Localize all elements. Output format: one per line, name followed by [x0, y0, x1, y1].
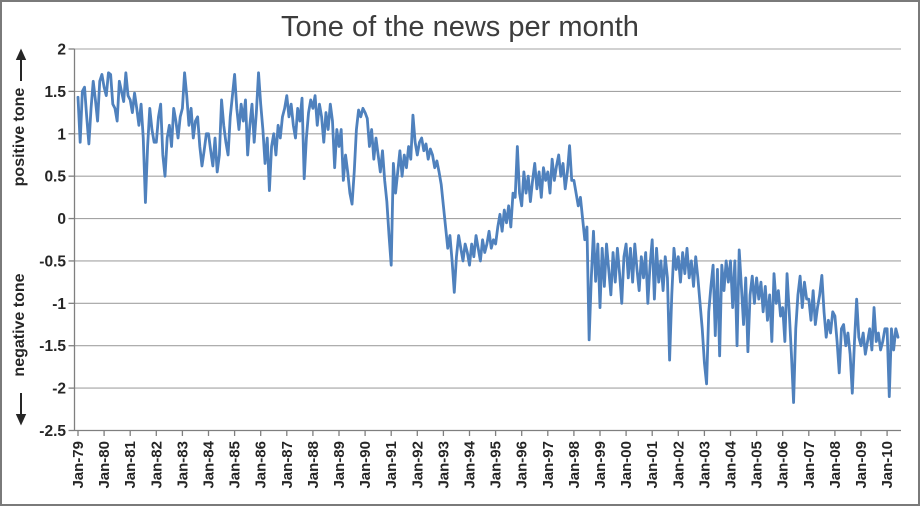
x-tick-label: Jan-80 [96, 441, 113, 489]
x-tick-label: Jan-99 [592, 441, 609, 489]
x-tick-label: Jan-09 [853, 441, 870, 489]
x-tick-label: Jan-04 [723, 440, 740, 488]
x-tick-labels: Jan-79 Jan-80 Jan-81 Jan-82 Jan-83 Jan-84 Jan-… [70, 440, 896, 488]
up-arrow-icon [15, 48, 27, 81]
x-tick-label: Jan-00 [618, 441, 635, 489]
x-tick-label: Jan-93 [435, 441, 452, 489]
x-tick-label: Jan-79 [70, 441, 87, 489]
y-tick-label: 2 [57, 42, 66, 59]
y-tick-label: 0.5 [44, 169, 66, 186]
x-tick-label: Jan-07 [801, 441, 818, 489]
x-tick-label: Jan-86 [253, 441, 270, 489]
x-tick-label: Jan-05 [749, 441, 766, 489]
y-tick-label: -2.5 [39, 423, 66, 440]
y-tick-label: -0.5 [39, 253, 66, 270]
x-tick-label: Jan-98 [566, 441, 583, 489]
y-tick-label: -2 [52, 381, 66, 398]
x-tick-label: Jan-81 [122, 441, 139, 489]
x-tick-label: Jan-90 [357, 441, 374, 489]
x-tick-label: Jan-89 [331, 441, 348, 489]
x-tick-label: Jan-97 [540, 441, 557, 489]
x-tick-label: Jan-08 [827, 441, 844, 489]
x-tick-label: Jan-01 [644, 441, 661, 489]
x-tick-label: Jan-85 [227, 441, 244, 489]
x-tick-label: Jan-83 [174, 441, 191, 489]
x-tick-label: Jan-92 [409, 441, 426, 489]
data-series-line [76, 71, 900, 404]
x-tick-label: Jan-84 [201, 440, 218, 488]
x-tick-label: Jan-96 [514, 441, 531, 489]
x-tick-label: Jan-87 [279, 441, 296, 489]
x-tick-label: Jan-94 [462, 440, 479, 488]
x-tick-label: Jan-95 [488, 441, 505, 489]
x-tick-label: Jan-91 [383, 441, 400, 489]
y-tick-label: 1.5 [44, 84, 66, 101]
y-tick-label: -1 [52, 296, 66, 313]
y-tick-label: 0 [57, 211, 66, 228]
y-tick-label: 1 [57, 126, 66, 143]
gridlines [74, 48, 901, 389]
x-tick-label: Jan-10 [879, 441, 896, 489]
chart-title: Tone of the news per month [281, 11, 639, 43]
x-tick-label: Jan-06 [775, 441, 792, 489]
x-tick-label: Jan-82 [148, 441, 165, 489]
down-arrow-icon [15, 393, 27, 426]
y-tick-labels: 2 1.5 1 0.5 0 -0.5 -1 -1.5 -2 -2.5 [39, 42, 66, 441]
y-tick-label: -1.5 [39, 338, 66, 355]
axes [68, 48, 901, 436]
x-tick-label: Jan-03 [696, 441, 713, 489]
x-tick-label: Jan-02 [670, 441, 687, 489]
x-tick-label: Jan-88 [305, 441, 322, 489]
